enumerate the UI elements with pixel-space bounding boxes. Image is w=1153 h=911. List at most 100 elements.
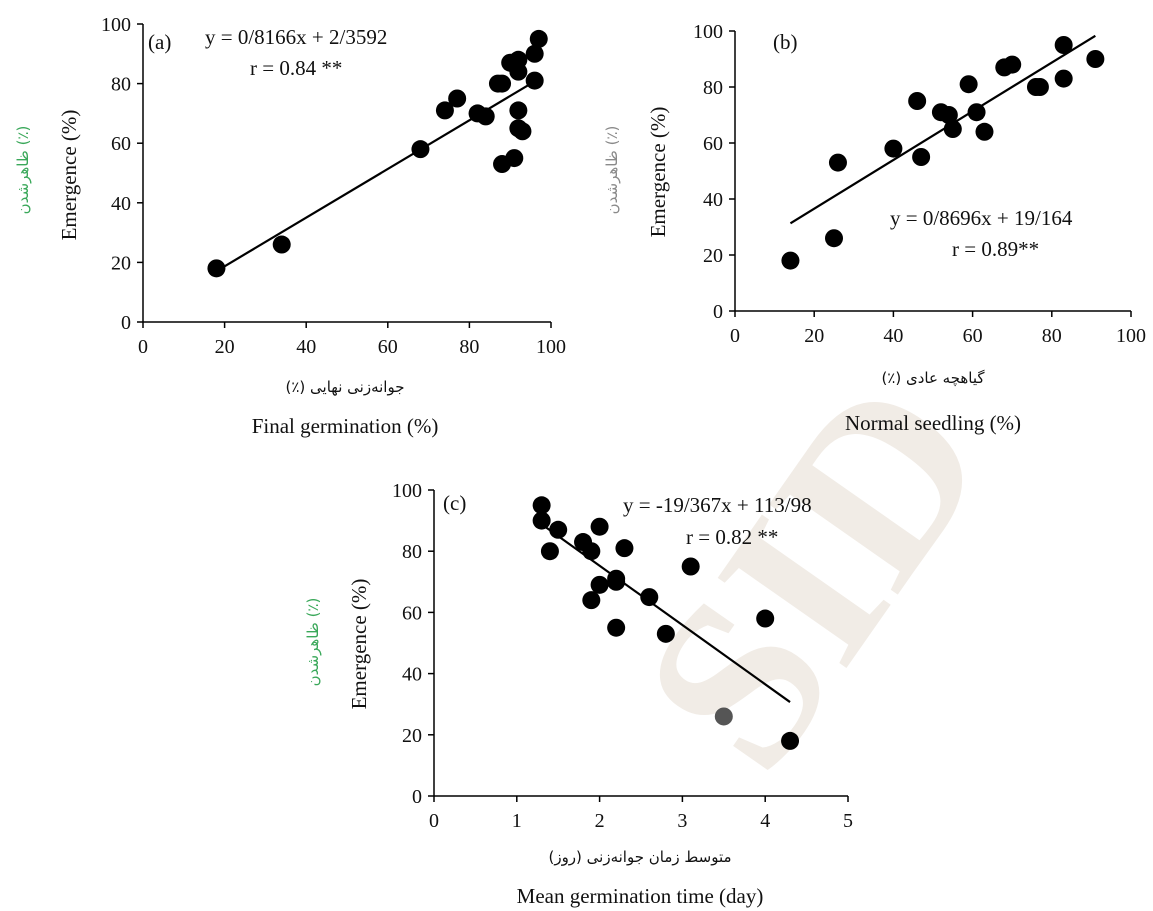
data-point xyxy=(532,496,551,515)
data-point xyxy=(912,148,931,166)
x-tick-label: 40 xyxy=(883,325,903,347)
y-tick-label: 100 xyxy=(392,480,422,502)
data-point xyxy=(943,120,962,138)
data-point xyxy=(529,29,548,48)
data-point xyxy=(908,92,927,110)
trendline xyxy=(215,77,540,273)
x-axis-label-fa: جوانه‌زنی نهایی (٪) xyxy=(286,378,405,396)
x-tick-label: 20 xyxy=(215,336,235,358)
data-point xyxy=(1003,55,1022,74)
data-point xyxy=(681,557,700,576)
y-tick-label: 40 xyxy=(111,193,131,215)
data-point xyxy=(513,122,532,141)
y-axis-label-fa: ظاهرشدن (٪) xyxy=(304,598,322,687)
x-tick-label: 1 xyxy=(512,810,522,832)
x-tick-label: 100 xyxy=(1116,325,1146,347)
y-tick-label: 20 xyxy=(402,725,422,747)
panel-label: (c) xyxy=(443,491,466,515)
data-point xyxy=(1086,50,1105,68)
y-tick-label: 100 xyxy=(101,14,131,36)
y-tick-label: 40 xyxy=(402,664,422,686)
data-point xyxy=(1054,69,1073,88)
x-tick-label: 40 xyxy=(296,336,316,358)
data-point xyxy=(540,542,559,561)
data-point xyxy=(939,106,958,124)
data-point xyxy=(959,75,978,94)
y-tick-label: 0 xyxy=(412,786,422,808)
data-point xyxy=(825,229,843,248)
x-tick-label: 0 xyxy=(429,810,439,832)
data-point xyxy=(607,618,626,637)
y-tick-label: 0 xyxy=(121,312,131,334)
x-tick-label: 80 xyxy=(1042,325,1062,347)
y-axis-label: Emergence (%) xyxy=(57,110,81,241)
y-tick-label: 20 xyxy=(111,252,131,274)
panel-label: (a) xyxy=(148,30,171,54)
panel-b: (b) y = 0/8696x + 19/164 r = 0.89** ظاهر… xyxy=(603,21,1146,435)
y-axis-label: Emergence (%) xyxy=(646,107,670,238)
x-tick-label: 5 xyxy=(843,810,853,832)
data-point xyxy=(590,517,609,536)
data-point xyxy=(884,139,903,158)
data-point xyxy=(590,575,609,594)
x-tick-label: 20 xyxy=(804,325,824,347)
x-tick-label: 0 xyxy=(138,336,148,358)
panel-a: (a) y = 0/8166x + 2/3592 r = 0.84 ** ظاه… xyxy=(14,14,566,438)
x-tick-label: 3 xyxy=(677,810,687,832)
data-point xyxy=(615,539,634,558)
data-point xyxy=(656,624,675,643)
x-tick-label: 60 xyxy=(378,336,398,358)
data-point xyxy=(532,511,551,530)
data-point xyxy=(1054,36,1073,54)
x-tick-label: 100 xyxy=(536,336,566,358)
x-tick-label: 2 xyxy=(595,810,605,832)
correlation-label: r = 0.82 ** xyxy=(686,525,778,549)
data-point xyxy=(640,588,659,607)
x-axis-label-fa: متوسط زمان جوانه‌زنی (روز) xyxy=(548,848,731,866)
y-tick-label: 60 xyxy=(402,602,422,624)
data-point xyxy=(781,731,800,750)
data-point xyxy=(756,609,775,628)
y-axis-label: Emergence (%) xyxy=(347,579,371,710)
data-point xyxy=(525,71,544,90)
data-point xyxy=(975,122,994,141)
data-point xyxy=(1030,78,1049,96)
x-axis-label: Mean germination time (day) xyxy=(517,884,764,908)
panel-label: (b) xyxy=(773,30,798,54)
x-tick-label: 4 xyxy=(760,810,770,832)
data-point xyxy=(828,153,847,172)
correlation-label: r = 0.84 ** xyxy=(250,56,342,80)
regression-equation: y = -19/367x + 113/98 xyxy=(623,493,812,517)
x-axis-label-fa: گیاهچه عادی (٪) xyxy=(881,369,985,387)
x-tick-label: 80 xyxy=(459,336,479,358)
regression-equation: y = 0/8696x + 19/164 xyxy=(890,206,1073,230)
data-point xyxy=(525,44,544,63)
data-point xyxy=(448,89,467,108)
y-tick-label: 60 xyxy=(111,133,131,155)
data-point xyxy=(509,50,528,69)
panel-c: (c) y = -19/367x + 113/98 r = 0.82 ** ظا… xyxy=(304,480,853,908)
data-point xyxy=(582,591,601,610)
y-tick-label: 60 xyxy=(703,133,723,155)
y-tick-label: 80 xyxy=(111,74,131,96)
x-tick-label: 60 xyxy=(963,325,983,347)
y-axis-label-fa: ظاهرشدن (٪) xyxy=(14,126,32,215)
data-point xyxy=(549,520,568,539)
data-point xyxy=(505,149,524,168)
data-point xyxy=(493,74,512,93)
data-point xyxy=(272,235,291,254)
correlation-label: r = 0.89** xyxy=(952,237,1039,261)
y-tick-label: 20 xyxy=(703,245,723,267)
data-point xyxy=(607,572,626,591)
y-tick-label: 80 xyxy=(402,541,422,563)
y-tick-label: 0 xyxy=(713,301,723,323)
data-point xyxy=(411,140,430,159)
data-point xyxy=(582,542,601,561)
data-point xyxy=(435,101,454,120)
data-point xyxy=(476,107,495,126)
y-tick-label: 80 xyxy=(703,77,723,99)
data-point xyxy=(714,707,733,726)
x-tick-label: 0 xyxy=(730,325,740,347)
